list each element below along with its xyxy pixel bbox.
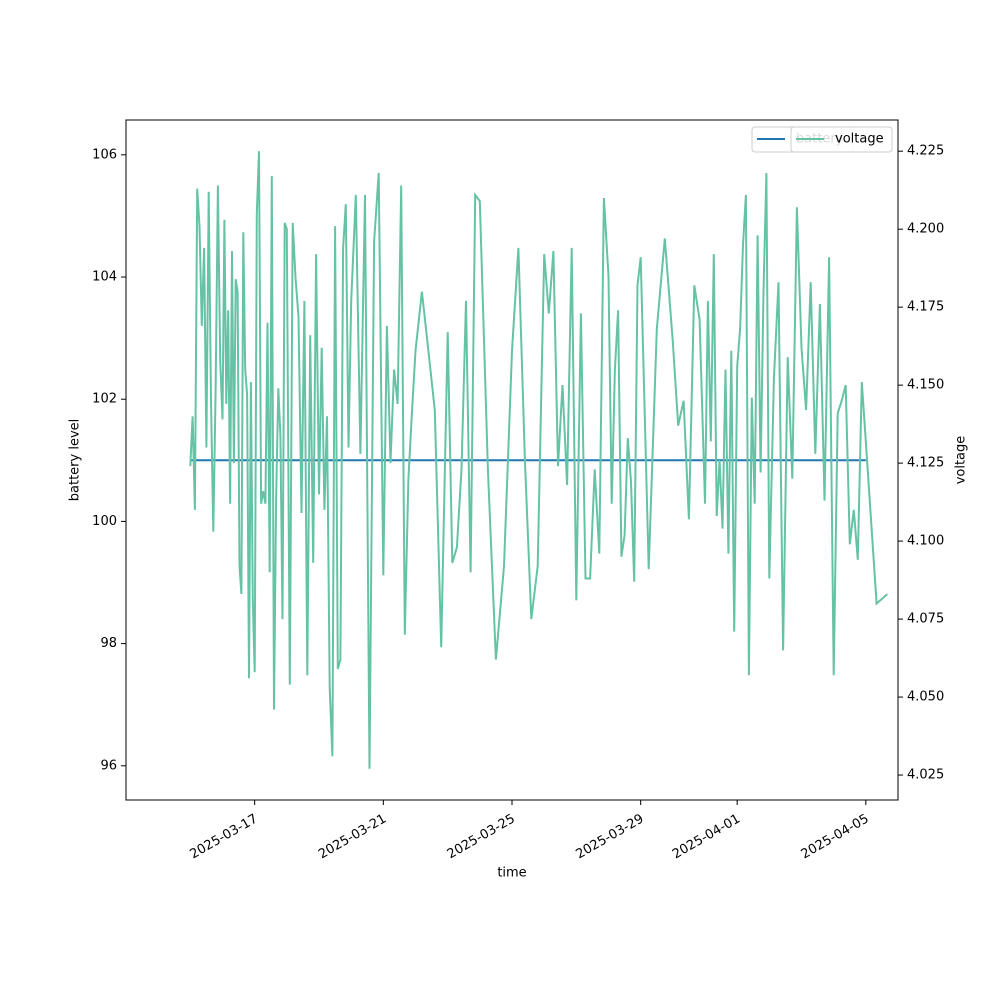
y2-tick-label: 4.050 <box>907 690 944 705</box>
y2-axis-label: voltage <box>954 436 969 485</box>
y2-tick-label: 4.200 <box>907 222 944 237</box>
y2-tick-label: 4.075 <box>907 612 944 627</box>
y2-tick-label: 4.025 <box>907 768 944 783</box>
y-tick-label: 96 <box>100 758 117 773</box>
y2-tick-label: 4.175 <box>907 300 944 315</box>
y-tick-label: 104 <box>92 270 117 285</box>
y-tick-label: 100 <box>92 514 117 529</box>
y-axis-label: battery level <box>68 419 83 502</box>
y2-tick-label: 4.225 <box>907 144 944 159</box>
legend-box <box>790 126 893 153</box>
y2-tick-label: 4.100 <box>907 534 944 549</box>
y-tick-label: 102 <box>92 392 117 407</box>
y-tick-label: 106 <box>92 147 117 162</box>
y-tick-label: 98 <box>100 636 117 651</box>
y2-tick-label: 4.150 <box>907 378 944 393</box>
legend-label: voltage <box>835 132 884 147</box>
x-axis-label: time <box>497 866 526 881</box>
line <box>189 151 888 769</box>
axes-frame <box>125 119 899 801</box>
y2-tick-label: 4.125 <box>907 456 944 471</box>
